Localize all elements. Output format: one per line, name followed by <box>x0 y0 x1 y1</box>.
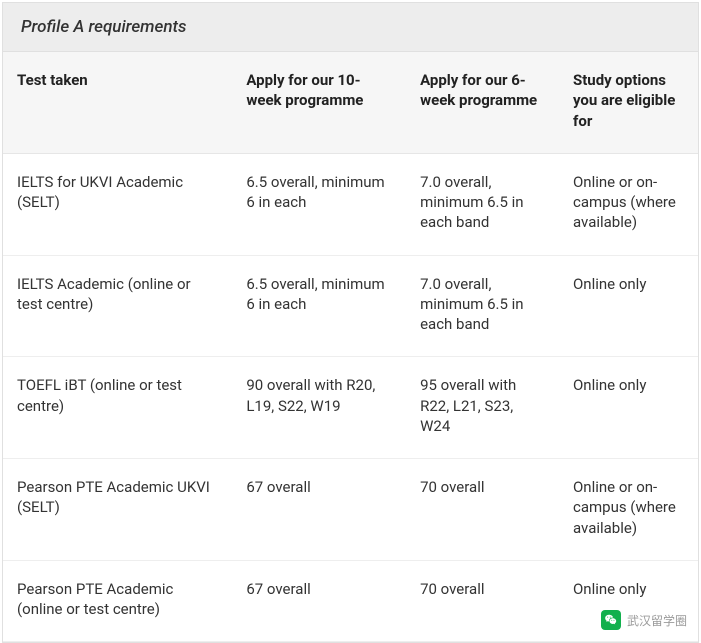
cell-test: IELTS for UKVI Academic (SELT) <box>3 153 232 255</box>
cell-6week: 70 overall <box>406 459 559 561</box>
cell-options: Online or on-campus (where available) <box>559 459 698 561</box>
requirements-table: Test taken Apply for our 10-week program… <box>3 52 698 642</box>
cell-10week: 67 overall <box>232 459 406 561</box>
cell-options: Online or on-campus (where available) <box>559 153 698 255</box>
table-row: TOEFL iBT (online or test centre) 90 ove… <box>3 357 698 459</box>
table-row: Pearson PTE Academic (online or test cen… <box>3 560 698 642</box>
cell-options: Online only <box>559 357 698 459</box>
cell-6week: 7.0 overall, minimum 6.5 in each band <box>406 153 559 255</box>
watermark-text: 武汉留学圈 <box>627 612 687 629</box>
cell-6week: 70 overall <box>406 560 559 642</box>
col-header-10week: Apply for our 10-week programme <box>232 52 406 153</box>
cell-6week: 7.0 overall, minimum 6.5 in each band <box>406 255 559 357</box>
table-row: Pearson PTE Academic UKVI (SELT) 67 over… <box>3 459 698 561</box>
cell-10week: 67 overall <box>232 560 406 642</box>
wechat-icon <box>601 610 621 630</box>
cell-10week: 90 overall with R20, L19, S22, W19 <box>232 357 406 459</box>
col-header-test: Test taken <box>3 52 232 153</box>
cell-10week: 6.5 overall, minimum 6 in each <box>232 255 406 357</box>
requirements-panel: Profile A requirements Test taken Apply … <box>2 2 699 643</box>
cell-test: TOEFL iBT (online or test centre) <box>3 357 232 459</box>
cell-test: Pearson PTE Academic (online or test cen… <box>3 560 232 642</box>
cell-test: Pearson PTE Academic UKVI (SELT) <box>3 459 232 561</box>
col-header-6week: Apply for our 6-week programme <box>406 52 559 153</box>
table-row: IELTS for UKVI Academic (SELT) 6.5 overa… <box>3 153 698 255</box>
cell-10week: 6.5 overall, minimum 6 in each <box>232 153 406 255</box>
cell-test: IELTS Academic (online or test centre) <box>3 255 232 357</box>
cell-options: Online only <box>559 255 698 357</box>
watermark: 武汉留学圈 <box>601 610 687 630</box>
table-row: IELTS Academic (online or test centre) 6… <box>3 255 698 357</box>
col-header-options: Study options you are eligible for <box>559 52 698 153</box>
panel-title: Profile A requirements <box>3 3 698 52</box>
cell-6week: 95 overall with R22, L21, S23, W24 <box>406 357 559 459</box>
table-header-row: Test taken Apply for our 10-week program… <box>3 52 698 153</box>
